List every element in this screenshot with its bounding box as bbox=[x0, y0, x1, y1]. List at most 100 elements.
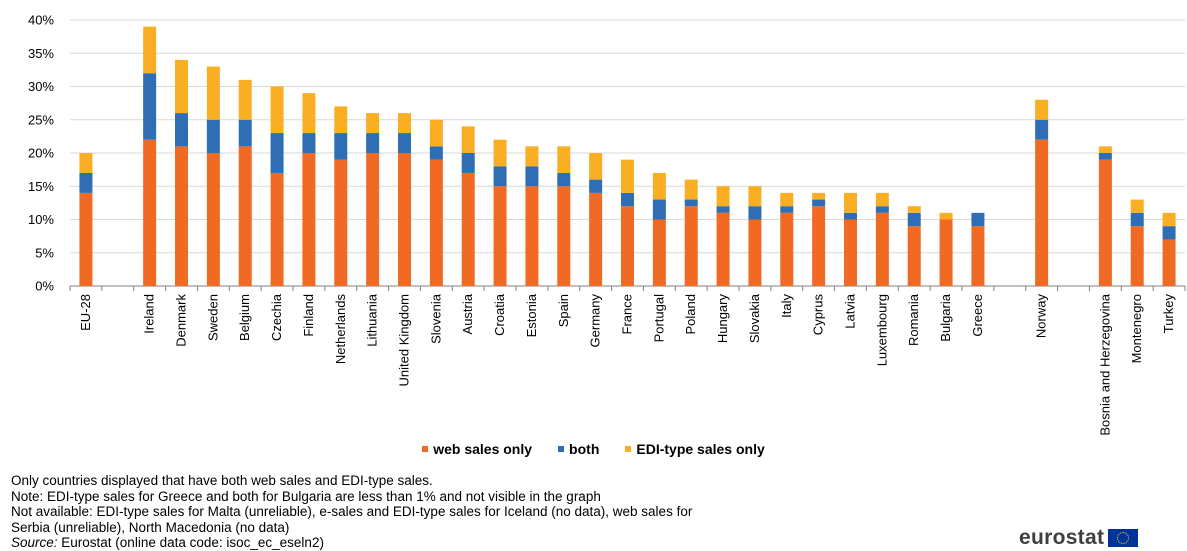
x-category-label: Luxembourg bbox=[874, 294, 889, 366]
bar-segment-edi bbox=[652, 172, 666, 200]
bar-segment-both bbox=[875, 206, 889, 213]
bar-segment-web-sales bbox=[334, 159, 348, 286]
bar-segment-edi bbox=[525, 146, 539, 167]
bar-segment-edi bbox=[79, 153, 93, 173]
bar-segment-edi bbox=[748, 186, 762, 207]
bar-segment-both bbox=[493, 166, 507, 187]
bar-segment-web-sales bbox=[844, 219, 857, 286]
legend-swatch-both bbox=[558, 446, 565, 452]
x-category-label: Italy bbox=[779, 294, 794, 318]
legend-swatch-edi bbox=[625, 446, 632, 452]
x-category-label: Bosnia and Herzegovina bbox=[1097, 293, 1112, 435]
bar-segment-edi bbox=[907, 206, 921, 213]
y-tick-label: 30% bbox=[28, 79, 54, 94]
eu-flag-icon bbox=[1108, 528, 1139, 547]
x-category-label: United Kingdom bbox=[397, 294, 412, 387]
bar-segment-edi bbox=[1162, 212, 1176, 227]
bar-segment-web-sales bbox=[238, 146, 252, 286]
bar-segment-web-sales bbox=[1035, 139, 1049, 286]
bar-segment-web-sales bbox=[907, 226, 921, 286]
x-category-label: Portugal bbox=[651, 294, 666, 343]
y-tick-label: 15% bbox=[28, 179, 54, 194]
bar-segment-edi bbox=[557, 146, 571, 173]
x-category-label: Lithuania bbox=[365, 293, 380, 347]
bar-segment-both bbox=[812, 199, 826, 207]
bar-segment-web-sales bbox=[206, 153, 220, 286]
bar-segment-both bbox=[907, 212, 921, 227]
x-category-label: Ireland bbox=[142, 294, 157, 334]
bar-segment-both bbox=[780, 206, 794, 213]
bar-segment-edi bbox=[1130, 199, 1144, 213]
bar-segment-both bbox=[398, 133, 411, 153]
eurostat-logo: eurostat bbox=[1019, 527, 1139, 548]
bar-segment-both bbox=[79, 172, 93, 193]
bar-segment-edi bbox=[844, 192, 857, 213]
x-category-label: Spain bbox=[556, 294, 571, 327]
bar-segment-both bbox=[844, 212, 857, 220]
x-category-label: Estonia bbox=[524, 293, 539, 337]
source-line: Source: Eurostat (online data code: isoc… bbox=[11, 535, 692, 551]
y-tick-label: 5% bbox=[35, 245, 54, 260]
x-category-label: Romania bbox=[906, 293, 921, 346]
bar-segment-both bbox=[557, 172, 571, 187]
x-category-label: Slovakia bbox=[747, 293, 762, 343]
bar-segment-both bbox=[1162, 226, 1176, 240]
stacked-bar-chart: 0% 5% 10% 15% 20% 25% 30% 35% 40% EU-28 Ireland Den… bbox=[28, 13, 1186, 436]
x-category-label: Cyprus bbox=[811, 294, 826, 336]
x-category-label: EU-28 bbox=[78, 294, 93, 331]
x-category-label: Finland bbox=[301, 294, 316, 337]
source-label: Source: bbox=[11, 535, 58, 550]
bar-segment-web-sales bbox=[1130, 226, 1144, 286]
bar-segment-both bbox=[366, 133, 380, 153]
bar-segment-both bbox=[525, 166, 539, 187]
bar-segment-web-sales bbox=[716, 212, 730, 286]
bar-segment-web-sales bbox=[875, 212, 889, 286]
bar-segment-both bbox=[206, 119, 220, 153]
source-text: Eurostat (online data code: isoc_ec_esel… bbox=[57, 535, 324, 550]
note-line-3: Not available: EDI-type sales for Malta … bbox=[11, 504, 693, 519]
bar-segment-web-sales bbox=[270, 172, 284, 286]
x-category-label: Croatia bbox=[492, 293, 507, 336]
bar-segment-both bbox=[175, 113, 188, 147]
bar-segment-web-sales bbox=[939, 219, 953, 286]
x-category-label: Latvia bbox=[843, 293, 858, 328]
bar-segment-web-sales bbox=[366, 153, 380, 286]
legend-item-edi: EDI-type sales only bbox=[625, 441, 765, 457]
note-line-4: Serbia (unreliable), North Macedonia (no… bbox=[11, 519, 290, 535]
bar-segment-both bbox=[461, 153, 475, 173]
x-category-label: Denmark bbox=[174, 294, 189, 347]
bar-segment-web-sales bbox=[971, 226, 985, 286]
bar-segment-edi bbox=[621, 159, 634, 193]
bar-segment-edi bbox=[366, 113, 380, 134]
x-category-label: Poland bbox=[683, 294, 698, 334]
bar-segment-both bbox=[334, 133, 348, 160]
bar-segment-edi bbox=[238, 79, 252, 120]
legend-swatch-web-sales bbox=[422, 446, 429, 452]
bar-segment-web-sales bbox=[175, 146, 188, 286]
x-category-label: Hungary bbox=[715, 294, 730, 344]
bar-segment-edi bbox=[398, 113, 411, 134]
y-tick-label: 40% bbox=[28, 13, 54, 28]
y-tick-label: 20% bbox=[28, 146, 54, 161]
bar-segment-both bbox=[1098, 153, 1112, 160]
x-category-label: Bulgaria bbox=[938, 293, 953, 341]
bar-segment-both bbox=[971, 212, 985, 227]
bar-segment-edi bbox=[875, 192, 889, 207]
y-tick-label: 10% bbox=[28, 212, 54, 227]
chart-legend: web sales only both EDI-type sales only bbox=[0, 441, 1187, 457]
legend-label-web-sales: web sales only bbox=[433, 441, 533, 457]
bar-segment-edi bbox=[143, 26, 157, 74]
x-category-label: Slovenia bbox=[428, 293, 443, 344]
bar-segment-both bbox=[238, 119, 252, 147]
y-tick-label: 0% bbox=[35, 279, 54, 294]
bar-segment-both bbox=[684, 199, 698, 207]
bar-segment-web-sales bbox=[780, 212, 794, 286]
x-category-label: Czechia bbox=[269, 293, 284, 341]
bar-segment-edi bbox=[334, 106, 348, 134]
bar-segment-edi bbox=[1098, 146, 1112, 153]
bar-segment-both bbox=[716, 206, 730, 213]
legend-item-web-sales: web sales only bbox=[422, 441, 532, 457]
bar-segment-web-sales bbox=[1162, 239, 1176, 286]
legend-label-both: both bbox=[569, 441, 600, 457]
x-category-label: Netherlands bbox=[333, 294, 348, 365]
